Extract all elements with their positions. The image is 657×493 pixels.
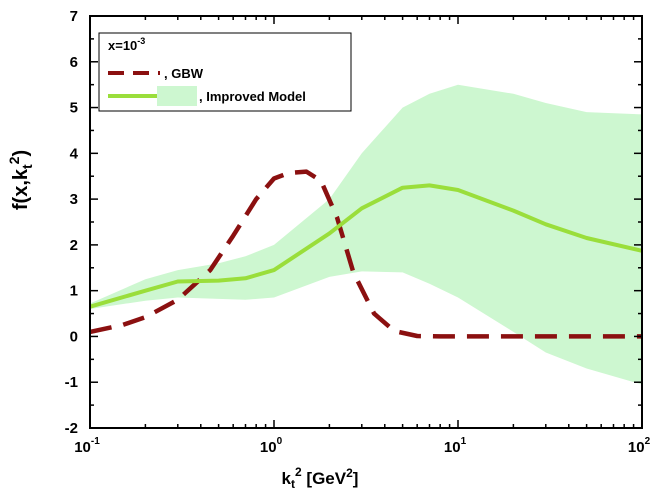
- y-tick-label: 5: [70, 100, 78, 117]
- improved-model-band: [90, 84, 642, 385]
- x-axis-title: kt2 [GeV2]: [282, 465, 359, 491]
- y-tick-label: -2: [65, 420, 78, 437]
- x-tick-label: 10-1: [74, 436, 100, 456]
- y-tick-label: 1: [70, 283, 78, 300]
- legend-header: x=10-3: [108, 36, 145, 53]
- y-tick-label: -1: [65, 374, 78, 391]
- x-tick-label: 100: [260, 436, 283, 456]
- legend-improved-label: , Improved Model: [199, 89, 306, 104]
- y-tick-label: 2: [70, 237, 78, 254]
- y-tick-label: 4: [70, 145, 79, 162]
- tick-labels: 10-1 100 101 102 -2 -1 0 1 2 3 4 5 6 7: [65, 8, 651, 456]
- x-tick-label: 102: [628, 436, 651, 456]
- gbw-series-line: [89, 169, 642, 339]
- x-tick-label: 101: [444, 436, 467, 456]
- legend-improved-band-swatch: [157, 86, 197, 106]
- y-tick-label: 0: [70, 328, 78, 345]
- legend: x=10-3 , GBW , Improved Model: [98, 32, 352, 112]
- y-tick-label: 3: [70, 191, 78, 208]
- y-tick-label: 7: [70, 8, 78, 25]
- series-layer: [89, 169, 643, 339]
- legend-gbw-label: , GBW: [164, 66, 204, 81]
- y-tick-label: 6: [70, 54, 78, 71]
- uncertainty-band-layer: [90, 84, 642, 385]
- improved-series-line: [89, 183, 643, 309]
- axis-ticks: [89, 15, 643, 429]
- y-axis-title: f(x,kt2): [6, 150, 35, 210]
